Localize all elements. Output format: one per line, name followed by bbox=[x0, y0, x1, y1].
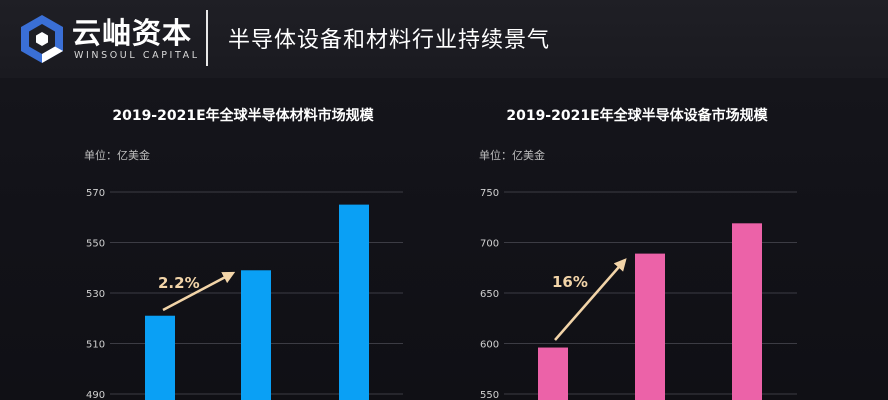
materials-chart-title: 2019-2021E年全球半导体材料市场规模 bbox=[112, 107, 374, 124]
page-title: 半导体设备和材料行业持续景气 bbox=[228, 28, 551, 53]
equipment-growth-label: 16% bbox=[552, 273, 588, 291]
equipment-y-tick-label: 750 bbox=[480, 188, 499, 199]
materials-bar-2021e bbox=[339, 204, 369, 400]
materials-y-tick-label: 570 bbox=[86, 188, 105, 199]
equipment-chart: 2019-2021E年全球半导体设备市场规模 单位：亿美金 550 600 650 7… bbox=[479, 107, 797, 400]
winsoul-logo-icon bbox=[21, 15, 63, 63]
materials-y-tick-label: 510 bbox=[86, 340, 105, 351]
equipment-y-tick-label: 700 bbox=[480, 239, 499, 250]
materials-chart: 2019-2021E年全球半导体材料市场规模 单位：亿美金 490 510 530 5… bbox=[84, 107, 403, 400]
equipment-y-tick-label: 650 bbox=[480, 289, 499, 300]
equipment-growth-arrow bbox=[554, 258, 627, 341]
materials-y-tick-label: 550 bbox=[86, 239, 105, 250]
materials-y-tick-label: 530 bbox=[86, 289, 105, 300]
materials-y-tick-label: 490 bbox=[86, 390, 105, 400]
brand-name-cn: 云岫资本 bbox=[72, 16, 193, 50]
materials-bar-2020 bbox=[241, 270, 271, 400]
materials-growth-arrow bbox=[162, 271, 236, 312]
materials-y-ticks: 490 510 530 550 570 bbox=[86, 188, 105, 400]
equipment-chart-title: 2019-2021E年全球半导体设备市场规模 bbox=[506, 107, 768, 124]
equipment-bars bbox=[538, 223, 762, 400]
equipment-bar-2019 bbox=[538, 347, 568, 400]
materials-bars bbox=[145, 204, 369, 400]
materials-bar-2019 bbox=[145, 315, 175, 400]
page-header: 云岫资本 WINSOUL CAPITAL 半导体设备和材料行业持续景气 bbox=[0, 0, 888, 78]
equipment-y-ticks: 550 600 650 700 750 bbox=[480, 188, 499, 400]
equipment-bar-2021e bbox=[732, 223, 762, 400]
materials-unit-label: 单位：亿美金 bbox=[84, 148, 150, 162]
brand-name-en: WINSOUL CAPITAL bbox=[74, 50, 200, 61]
equipment-unit-label: 单位：亿美金 bbox=[479, 148, 545, 162]
equipment-bar-2020 bbox=[635, 253, 665, 400]
header-divider bbox=[206, 10, 208, 66]
materials-growth-label: 2.2% bbox=[158, 274, 200, 292]
equipment-y-tick-label: 600 bbox=[480, 340, 499, 351]
equipment-y-tick-label: 550 bbox=[480, 390, 499, 400]
charts-area: 2019-2021E年全球半导体材料市场规模 单位：亿美金 490 510 530 5… bbox=[84, 107, 797, 400]
